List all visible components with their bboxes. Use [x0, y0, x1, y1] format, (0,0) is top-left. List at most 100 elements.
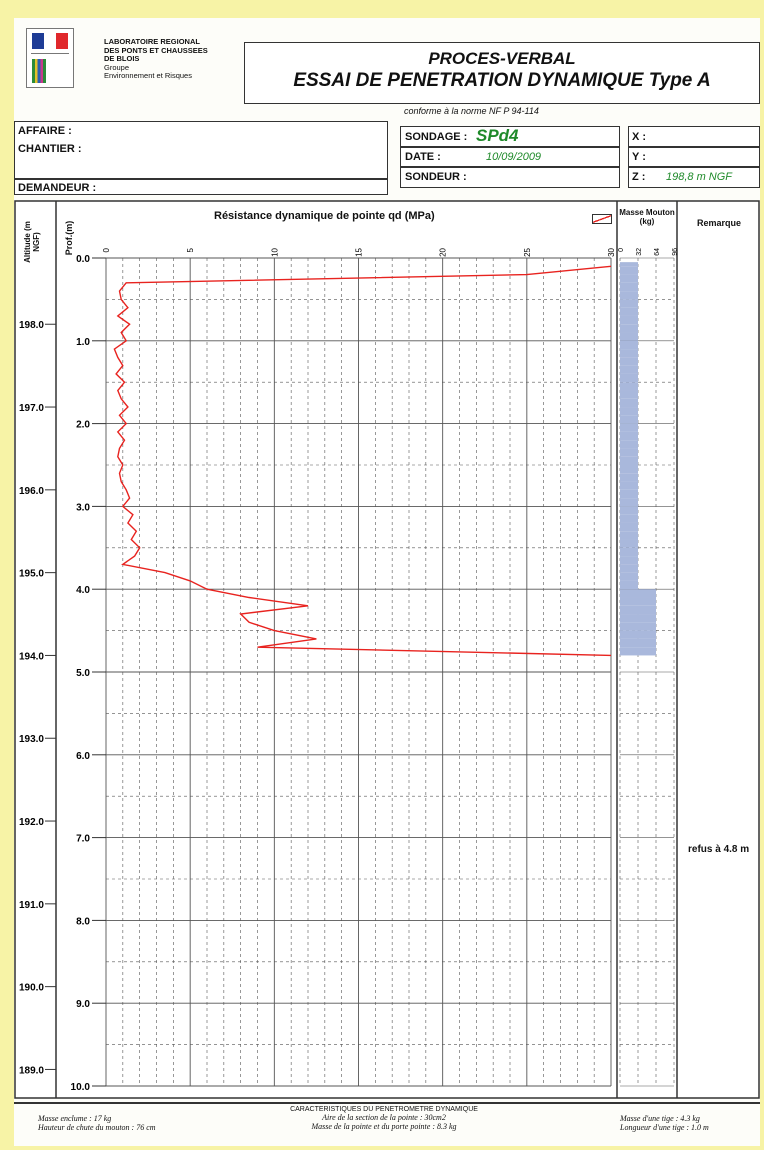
mass-bar: [620, 605, 656, 615]
altitude-tick-label: 192.0: [19, 817, 44, 828]
mass-bar: [620, 324, 638, 333]
mass-bar: [620, 580, 638, 590]
mass-bar: [620, 423, 638, 432]
mass-bar: [620, 332, 638, 341]
mass-bar: [620, 547, 638, 557]
mass-tick-label: 0: [618, 248, 625, 252]
sondeur-label: SONDEUR :: [405, 171, 467, 183]
mass-bar: [620, 465, 638, 474]
mass-bar: [620, 622, 656, 631]
mass-bar: [620, 390, 638, 399]
demandeur-label: DEMANDEUR :: [18, 182, 97, 194]
prof-header: Prof.(m): [64, 220, 74, 256]
qd-tick-label: 30: [607, 247, 616, 256]
sondage-value: SPd4: [476, 126, 519, 145]
x-label: X :: [632, 131, 647, 143]
altitude-header: Altitude (m NGF): [23, 221, 41, 263]
mass-bar: [620, 262, 638, 267]
altitude-tick-label: 191.0: [19, 900, 44, 911]
affaire-box: [14, 121, 388, 195]
depth-tick-label: 9.0: [76, 999, 90, 1010]
mass-bar: [620, 448, 638, 457]
depth-tick-label: 6.0: [76, 751, 90, 762]
mass-bar: [620, 349, 638, 358]
mass-tick-label: 64: [654, 248, 661, 256]
mass-bar: [620, 473, 638, 482]
qd-tick-label: 10: [270, 247, 279, 256]
y-label: Y :: [632, 151, 646, 163]
mass-bar: [620, 506, 638, 515]
mass-bar: [620, 382, 638, 391]
depth-tick-label: 2.0: [76, 420, 90, 431]
mass-bar: [620, 498, 638, 507]
qd-tick-label: 15: [355, 247, 364, 256]
altitude-tick-label: 197.0: [19, 403, 44, 414]
altitude-tick-label: 193.0: [19, 734, 44, 745]
penetration-chart: 0 32 64 96 0.0 1.0 2.0 3.0 4.0 5.0 6.0 7.0 8.0 9.0 10…: [14, 200, 760, 1099]
depth-tick-label: 3.0: [76, 502, 90, 513]
coords-box: [628, 126, 760, 188]
qd-tick-label: 5: [186, 247, 195, 252]
mass-bar: [620, 614, 656, 623]
altitude-tick-label: 189.0: [19, 1065, 44, 1076]
mass-bar: [620, 340, 638, 350]
affaire-label: AFFAIRE :: [18, 125, 72, 137]
norme: conforme à la norme NF P 94-114: [404, 106, 539, 116]
mass-bar: [620, 407, 638, 416]
depth-tick-label: 1.0: [76, 337, 90, 348]
depth-tick-label: 0.0: [76, 254, 90, 265]
mass-bar: [620, 431, 638, 441]
mass-bar: [620, 638, 656, 648]
mass-bar: [620, 589, 656, 598]
masse-header: Masse Mouton (kg): [619, 208, 675, 226]
footer-center: CARACTERISTIQUES DU PENETROMETRE DYNAMIQ…: [290, 1106, 478, 1131]
depth-tick-label: 7.0: [76, 834, 90, 845]
mass-bar: [620, 440, 638, 449]
remarque-header: Remarque: [696, 218, 741, 228]
mass-bar: [620, 597, 656, 606]
mass-bar: [620, 266, 638, 275]
mass-bar: [620, 299, 638, 308]
sondage-box: [400, 126, 620, 188]
sondage-label: SONDAGE :: [405, 131, 468, 143]
altitude-tick-label: 195.0: [19, 569, 44, 580]
mass-bar: [620, 456, 638, 465]
mass-bar: [620, 315, 638, 325]
title-line2: ESSAI DE PENETRATION DYNAMIQUE Type A: [293, 70, 711, 91]
footer-right: Masse d'une tige : 4.3 kg Longueur d'une…: [620, 1114, 709, 1132]
chantier-label: CHANTIER :: [18, 143, 82, 155]
remark-refus: refus à 4.8 m: [688, 844, 750, 855]
mass-bar: [620, 274, 638, 283]
ministry-stripes-icon: [32, 59, 46, 83]
qd-tick-label: 0: [102, 247, 111, 252]
mass-tick-label: 32: [636, 248, 643, 256]
date-value: 10/09/2009: [486, 151, 542, 163]
mass-bar: [620, 282, 638, 292]
report-sheet: LABORATOIRE REGIONAL DES PONTS ET CHAUSS…: [14, 18, 760, 1146]
mass-bar: [620, 291, 638, 300]
chart-title: Résistance dynamique de pointe qd (MPa): [214, 210, 435, 222]
title-box: PROCES-VERBAL ESSAI DE PENETRATION DYNAM…: [244, 42, 760, 104]
mass-bar: [620, 307, 638, 316]
date-label: DATE :: [405, 151, 441, 163]
lab-name: LABORATOIRE REGIONAL DES PONTS ET CHAUSS…: [104, 37, 208, 80]
mass-bar: [620, 489, 638, 499]
z-label: Z :: [632, 171, 646, 183]
mass-tick-label: 96: [672, 248, 679, 256]
mass-bar: [620, 481, 638, 490]
mass-bar: [620, 357, 638, 366]
legend-swatch-icon: [592, 214, 612, 224]
qd-curve: [113, 265, 612, 657]
z-value: 198,8 m NGF: [666, 171, 733, 183]
depth-tick-label: 5.0: [76, 668, 90, 679]
mass-bar: [620, 522, 638, 532]
mass-bar: [620, 539, 638, 548]
altitude-tick-label: 190.0: [19, 983, 44, 994]
altitude-tick-label: 196.0: [19, 486, 44, 497]
mass-bar: [620, 514, 638, 523]
mass-bar: [620, 630, 656, 639]
mass-bar: [620, 398, 638, 408]
flag-icon: [32, 33, 68, 49]
mass-bar: [620, 564, 638, 573]
republique-logo: [26, 28, 74, 88]
